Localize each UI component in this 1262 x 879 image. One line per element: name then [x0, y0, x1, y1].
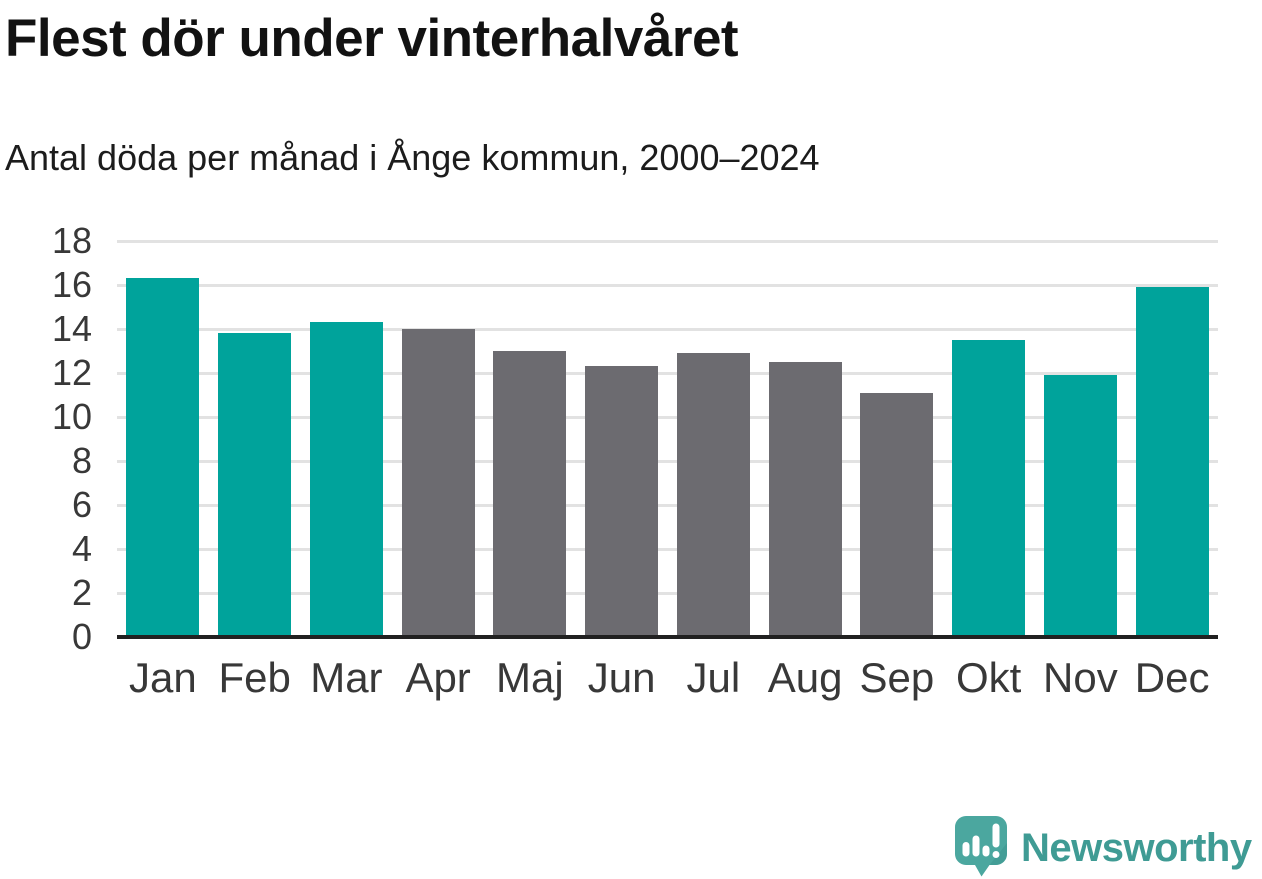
y-tick-label-16: 16 [51, 264, 92, 305]
bar-apr [401, 329, 475, 637]
y-tick-label-0: 0 [71, 616, 92, 657]
bar-mar [309, 322, 383, 637]
gridline-y-10 [117, 415, 1218, 419]
x-tick-label-nov: Nov [1043, 654, 1118, 701]
x-tick-label-mar: Mar [310, 654, 383, 701]
newsworthy-logo-text: Newsworthy [1021, 826, 1252, 870]
y-tick-label-14: 14 [51, 308, 92, 349]
bar-sep [860, 392, 934, 637]
plot-area [117, 239, 1218, 639]
y-tick-label-18: 18 [51, 220, 92, 261]
bar-feb [218, 333, 292, 637]
x-tick-label-jul: Jul [686, 654, 741, 701]
x-axis: Jan Feb Mar Apr Maj Jun Jul Aug Sep Okt Nov Dec [117, 654, 1218, 715]
bar-jun [585, 366, 659, 637]
bar-aug [768, 362, 842, 637]
gridline-y-4 [117, 547, 1218, 551]
gridline-y-18 [117, 239, 1218, 243]
x-tick-label-dec: Dec [1134, 654, 1210, 701]
gridline-y-8 [117, 459, 1218, 463]
bar-jul [676, 353, 750, 637]
x-tick-label-jan: Jan [129, 654, 197, 701]
bar-okt [952, 340, 1026, 637]
gridline-y-2 [117, 591, 1218, 595]
chart-subtitle: Antal döda per månad i Ånge kommun, 2000… [5, 137, 820, 178]
x-tick-label-sep: Sep [859, 654, 935, 701]
bar-dec [1135, 287, 1209, 637]
y-axis: 0 2 4 6 8 10 12 14 16 18 [0, 223, 100, 655]
gridline-y-6 [117, 503, 1218, 507]
y-tick-label-4: 4 [71, 528, 92, 569]
y-tick-label-2: 2 [71, 572, 92, 613]
exclamation-dot-glyph [992, 851, 1000, 858]
bar-glyph-2 [972, 835, 980, 857]
y-tick-label-8: 8 [71, 440, 92, 481]
y-tick-label-6: 6 [71, 484, 92, 525]
x-tick-label-feb: Feb [218, 654, 291, 701]
x-tick-label-aug: Aug [767, 654, 843, 701]
newsworthy-logo: Newsworthy [945, 811, 1260, 878]
chart-title: Flest dör under vinterhalvåret [5, 9, 739, 68]
bar-maj [493, 351, 567, 637]
exclamation-stem-glyph [992, 823, 1000, 848]
newsworthy-logo-icon [955, 816, 1007, 877]
x-tick-label-jun: Jun [587, 654, 656, 701]
gridline-y-14 [117, 327, 1218, 331]
bar-glyph-3 [982, 845, 990, 857]
bar-nov [1043, 375, 1117, 637]
x-tick-label-maj: Maj [496, 654, 564, 701]
bar-glyph-1 [962, 842, 970, 857]
gridline-y-12 [117, 371, 1218, 375]
x-tick-label-okt: Okt [955, 654, 1022, 701]
x-axis-line [117, 635, 1218, 639]
x-tick-label-apr: Apr [405, 654, 471, 701]
y-tick-label-10: 10 [51, 396, 92, 437]
gridline-y-16 [117, 283, 1218, 287]
y-tick-label-12: 12 [51, 352, 92, 393]
bar-jan [126, 278, 200, 637]
